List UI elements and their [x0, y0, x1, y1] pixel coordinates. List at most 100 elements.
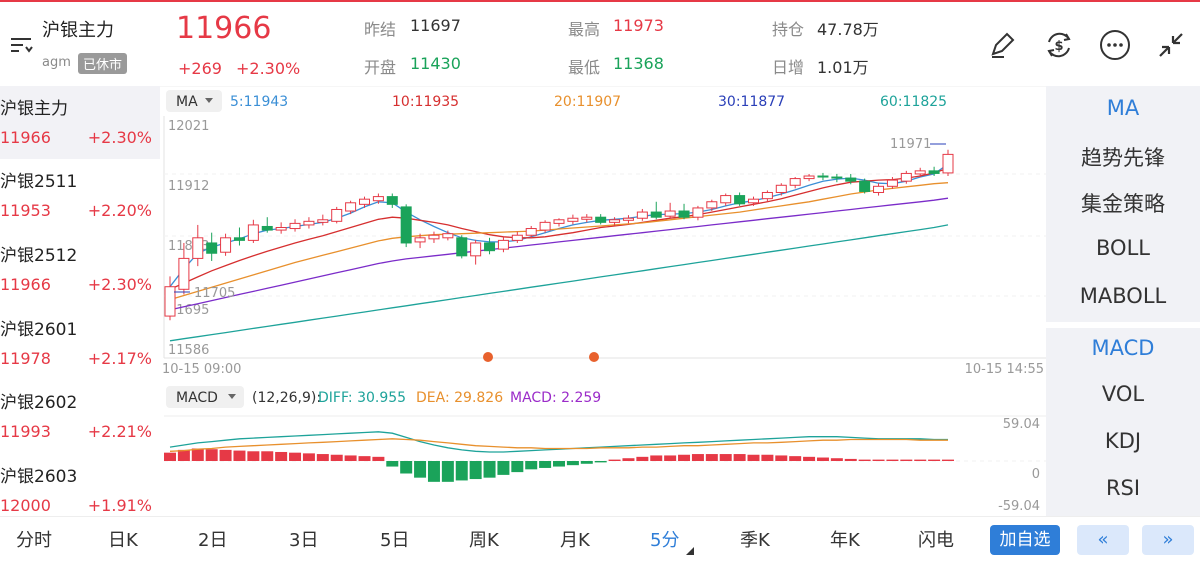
indicator-vol[interactable]: VOL: [1101, 382, 1145, 406]
candle: [900, 170, 912, 184]
macd-dea-line: [169, 438, 948, 452]
candle: [622, 215, 634, 224]
tab-intraday[interactable]: 分时: [16, 530, 52, 551]
event-marker[interactable]: [589, 352, 599, 362]
candle-body: [567, 217, 579, 222]
contract-change: +2.30%: [87, 275, 152, 294]
tab-flash[interactable]: 闪电: [918, 530, 954, 551]
indicator-ma[interactable]: MA: [1106, 96, 1140, 120]
candle-body: [706, 201, 718, 209]
list-item[interactable]: 沪银2512 11966 +2.30%: [0, 233, 160, 306]
macd-bar: [511, 461, 524, 473]
candle: [692, 205, 704, 221]
candle: [247, 219, 259, 243]
candle-body: [247, 224, 259, 241]
list-item[interactable]: 沪银2511 11953 +2.20%: [0, 159, 160, 232]
candle-body: [622, 217, 634, 221]
event-marker[interactable]: [483, 352, 493, 362]
candle-body: [220, 237, 232, 253]
candle-body: [178, 257, 190, 290]
prev-button[interactable]: «: [1077, 525, 1129, 555]
kline-chart[interactable]: MA 5:11943 10:11935 20:11907 30:11877 60…: [160, 86, 1046, 516]
macd-bar: [900, 459, 913, 461]
macd-diff: DIFF: 30.955: [318, 390, 406, 406]
candle-body: [831, 176, 843, 179]
indicator-jijin-strategy[interactable]: 集金策略: [1081, 192, 1165, 216]
candle: [261, 217, 273, 233]
macd-bar: [525, 461, 538, 470]
contract-change: +2.30%: [87, 128, 152, 147]
tab-5min[interactable]: 5分: [650, 530, 680, 551]
macd-bar: [872, 459, 885, 461]
tab-daily[interactable]: 日K: [108, 530, 138, 551]
macd-dea: DEA: 29.826: [416, 390, 503, 406]
candle: [720, 193, 732, 206]
list-item[interactable]: 沪银主力 11966 +2.30%: [0, 86, 160, 159]
macd-selector[interactable]: MACD: [166, 386, 244, 408]
tab-yearly[interactable]: 年K: [830, 530, 860, 551]
macd-bar: [316, 454, 329, 461]
tab-2day[interactable]: 2日: [198, 530, 228, 551]
candle-body: [372, 196, 384, 202]
candle-body: [803, 175, 815, 180]
macd-bar: [761, 454, 774, 461]
candle: [928, 166, 940, 177]
next-button[interactable]: »: [1142, 525, 1194, 555]
contract-change: +2.21%: [87, 422, 152, 441]
tab-5day[interactable]: 5日: [380, 530, 410, 551]
candle-body: [775, 184, 787, 193]
contract-name: 沪银2512: [0, 246, 78, 266]
ma20-line: [169, 182, 949, 301]
candle: [581, 214, 593, 223]
indicator-kdj[interactable]: KDJ: [1104, 429, 1142, 453]
candle: [345, 200, 357, 215]
list-item[interactable]: 沪银2602 11993 +2.21%: [0, 380, 160, 453]
candle: [678, 203, 690, 220]
macd-bar: [414, 461, 427, 478]
tab-quarterly[interactable]: 季K: [740, 530, 770, 551]
macd-bar: [719, 454, 732, 461]
ma-selector-label: MA: [176, 94, 198, 110]
svg-text:$: $: [1054, 39, 1063, 54]
currency-exchange-icon[interactable]: $: [1042, 28, 1076, 62]
indicator-rsi[interactable]: RSI: [1105, 476, 1141, 500]
candle: [317, 214, 329, 226]
add-watchlist-button[interactable]: 加自选: [990, 525, 1060, 555]
candle-body: [873, 185, 885, 193]
candle: [595, 214, 607, 225]
draw-icon[interactable]: [985, 28, 1019, 62]
indicator-maboll[interactable]: MABOLL: [1079, 284, 1167, 308]
macd-bar: [233, 450, 246, 461]
macd-bar: [942, 459, 954, 461]
instrument-code: agm: [42, 55, 71, 70]
macd-bar: [803, 456, 816, 461]
candle-body: [859, 180, 871, 192]
candle: [525, 225, 537, 238]
indicator-trend-pioneer[interactable]: 趋势先锋: [1081, 146, 1165, 170]
candle: [484, 237, 496, 255]
collapse-icon[interactable]: [1154, 28, 1188, 62]
candle-body: [317, 219, 329, 223]
tab-3day[interactable]: 3日: [289, 530, 319, 551]
candle: [539, 220, 551, 233]
list-item[interactable]: 沪银2601 11978 +2.17%: [0, 307, 160, 380]
quote-label-daily-increase: 日增: [772, 58, 805, 77]
low-marker-label: 11705: [194, 286, 235, 301]
menu-sort-icon[interactable]: [8, 32, 34, 58]
macd-bar: [427, 461, 440, 482]
indicator-boll[interactable]: BOLL: [1096, 236, 1150, 260]
quote-header: 沪银主力 agm 已休市 11966 +269 +2.30% 昨结 11697 …: [0, 0, 1200, 86]
list-item[interactable]: 沪银2603 12000 +1.91%: [0, 454, 160, 516]
candle-body: [539, 221, 551, 231]
candle-body: [164, 286, 176, 317]
quote-value-prev-settle: 11697: [410, 16, 461, 35]
tab-monthly[interactable]: 月K: [560, 530, 590, 551]
candle: [636, 208, 648, 221]
candle: [206, 232, 218, 261]
indicator-macd[interactable]: MACD: [1091, 336, 1155, 360]
tab-weekly[interactable]: 周K: [469, 530, 499, 551]
ma-selector[interactable]: MA: [166, 90, 222, 112]
more-icon[interactable]: [1098, 28, 1132, 62]
candle-body: [331, 208, 343, 222]
macd-bar: [636, 456, 649, 461]
